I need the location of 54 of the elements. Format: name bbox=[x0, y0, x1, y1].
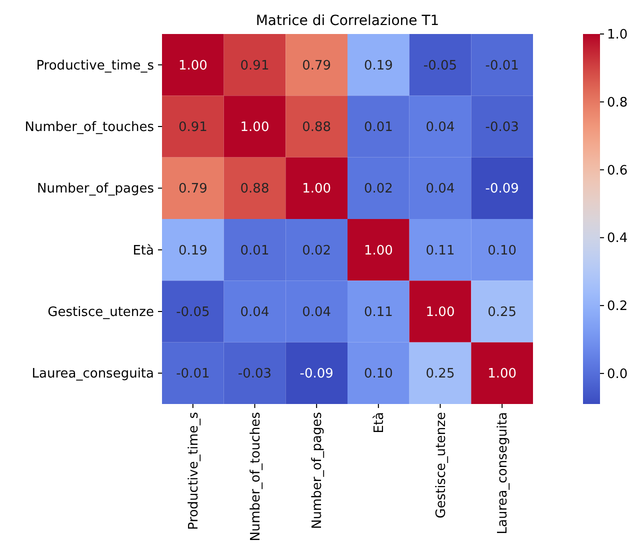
data-label: -0.03 bbox=[238, 366, 272, 382]
data-label: -0.09 bbox=[300, 366, 334, 382]
data-label: 1.00 bbox=[364, 243, 393, 258]
color-bar-label: 0.8 bbox=[607, 95, 628, 110]
data-label: 0.10 bbox=[364, 366, 393, 382]
data-label: 0.02 bbox=[302, 243, 332, 258]
x-tick-label: Età bbox=[372, 412, 387, 434]
data-label: 0.79 bbox=[178, 182, 208, 197]
color-bar-label: 0.0 bbox=[607, 367, 628, 382]
data-label: 0.91 bbox=[178, 120, 208, 136]
data-label: 0.91 bbox=[240, 58, 270, 74]
data-label: 1.00 bbox=[426, 305, 455, 320]
color-bar-label: 1.0 bbox=[607, 28, 628, 43]
color-bar-label: 0.4 bbox=[607, 231, 628, 246]
data-label: -0.05 bbox=[423, 58, 458, 74]
data-label: 0.88 bbox=[302, 120, 332, 136]
data-label: 1.00 bbox=[488, 366, 517, 382]
y-tick-label: Number_of_pages bbox=[37, 182, 154, 197]
x-tick-label: Laurea_conseguita bbox=[496, 412, 511, 534]
data-label: 0.04 bbox=[240, 305, 270, 320]
data-label: 0.19 bbox=[178, 243, 208, 258]
data-label: 0.02 bbox=[364, 182, 393, 197]
x-tick-label: Number_of_pages bbox=[310, 412, 326, 529]
data-label: 0.25 bbox=[488, 305, 517, 320]
data-label: 0.19 bbox=[364, 58, 393, 74]
data-label: 0.04 bbox=[426, 120, 455, 136]
data-label: 0.01 bbox=[240, 243, 270, 258]
data-label: 1.00 bbox=[178, 58, 208, 74]
color-bar-label: 0.6 bbox=[607, 163, 628, 178]
data-label: 0.25 bbox=[426, 366, 455, 382]
data-label: -0.01 bbox=[176, 366, 210, 382]
data-label: 0.79 bbox=[302, 58, 332, 74]
data-label: -0.03 bbox=[485, 120, 519, 136]
data-label: 0.88 bbox=[240, 182, 270, 197]
data-label: 0.11 bbox=[426, 243, 455, 258]
data-label: 0.10 bbox=[488, 243, 517, 258]
y-tick-label: Età bbox=[132, 243, 154, 258]
data-label: -0.05 bbox=[176, 305, 210, 320]
data-label: 0.04 bbox=[302, 305, 332, 320]
x-tick-label: Gestisce_utenze bbox=[434, 412, 449, 518]
color-bar-label: 0.2 bbox=[607, 299, 628, 314]
data-label: 0.11 bbox=[364, 305, 393, 320]
x-tick-label: Number_of_touches bbox=[248, 412, 264, 542]
data-label: 1.00 bbox=[302, 182, 332, 197]
y-tick-label: Laurea_conseguita bbox=[32, 366, 154, 382]
y-tick-label: Productive_time_s bbox=[36, 58, 154, 74]
data-label: 0.04 bbox=[426, 182, 455, 197]
data-label: -0.01 bbox=[485, 58, 519, 74]
data-label: -0.09 bbox=[485, 182, 519, 197]
data-label: 0.01 bbox=[364, 120, 393, 136]
y-tick-label: Gestisce_utenze bbox=[48, 305, 154, 320]
y-tick-label: Number_of_touches bbox=[24, 120, 154, 136]
data-label: 1.00 bbox=[240, 120, 270, 136]
chart-title: Matrice di Correlazione T1 bbox=[256, 13, 440, 29]
